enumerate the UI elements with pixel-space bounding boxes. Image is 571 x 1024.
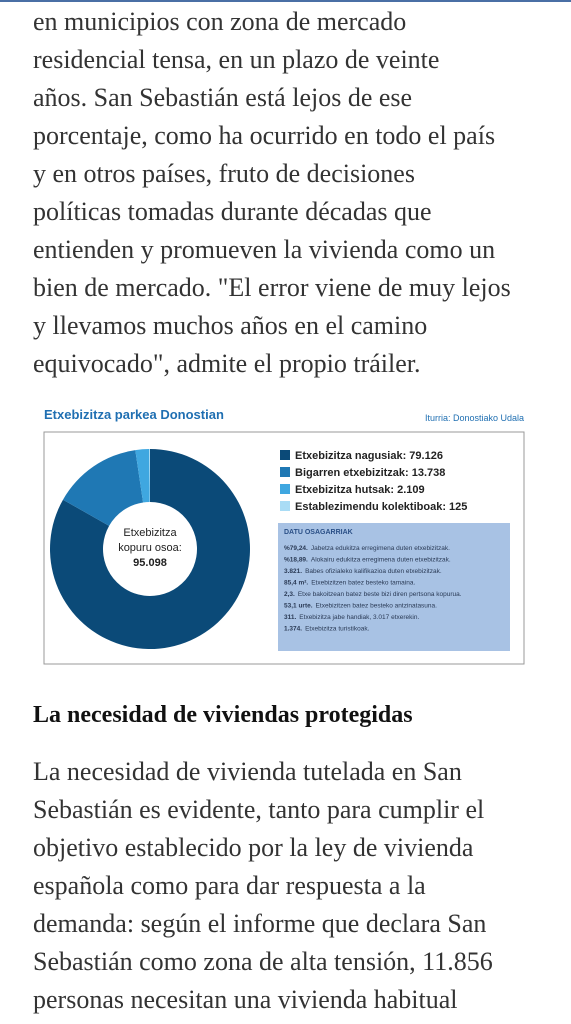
note-figure: 1.374. [284,626,302,633]
note-figure: 3.821. [284,568,302,575]
note-row: 2,3. Etxe bakoitzean batez beste bizi dir… [284,591,462,598]
legend-swatch [280,501,290,511]
note-text: Alokairu edukitza erregimena duten etxeb… [311,557,451,564]
paragraph-line: en municipios con zona de mercado [33,7,406,36]
paragraph-line: Sebastián como zona de alta tensión, 11.… [33,947,493,976]
legend-label: Establezimendu kolektiboak: 125 [295,501,467,513]
center-label: kopuru osoa: [118,542,182,554]
paragraph-line: demanda: según el informe que declara Sa… [33,909,486,938]
section-heading: La necesidad de viviendas protegidas [33,702,413,728]
paragraph-line: bien de mercado. "El error viene de muy … [33,273,511,302]
top-border [0,0,571,2]
paragraph-line: porcentaje, como ha ocurrido en todo el … [33,121,495,150]
paragraph-line: La necesidad de vivienda tutelada en San [33,757,462,786]
note-figure: 53,1 urte. [284,603,313,610]
note-text: Etxebizitzen batez besteko antzinatasuna… [316,603,438,610]
legend-label: Bigarren etxebizitzak: 13.738 [295,467,445,479]
center-label: Etxebizitza [123,527,177,539]
center-label: 95.098 [133,557,167,569]
legend-label: Etxebizitza hutsak: 2.109 [295,484,425,496]
legend-swatch [280,450,290,460]
paragraph-line: y en otros países, fruto de decisiones [33,159,415,188]
note-figure: %79,24. [284,545,308,552]
note-text: Jabetza edukitza erregimena duten etxebi… [311,545,450,552]
donut-segment [62,450,144,526]
note-row: 3.821. Babes ofizialeko kalifikazioa dute… [284,568,442,575]
paragraph-line: y llevamos muchos años en el camino [33,311,427,340]
note-row: 85,4 m². Etxebizitzen batez besteko tamai… [284,580,415,587]
chart-title: Etxebizitza parkea Donostian [44,407,224,422]
paragraph-line: personas necesitan una vivienda habitual [33,985,458,1014]
note-text: Etxebizitzen batez besteko tamaina. [311,580,415,587]
note-row: %79,24. Jabetza edukitza erregimena duten… [284,545,450,552]
notes-box [278,523,510,651]
note-row: 53,1 urte. Etxebizitzen batez besteko ant… [284,603,437,610]
note-text: Etxebizitza jabe handiak, 3.017 etxereki… [299,614,419,621]
paragraph-line: años. San Sebastián está lejos de ese [33,83,412,112]
note-text: Etxe bakoitzean batez beste bizi diren p… [298,591,462,598]
legend-label: Etxebizitza nagusiak: 79.126 [295,450,443,462]
note-figure: 311. [284,614,296,621]
paragraph-line: equivocado", admite el propio tráiler. [33,349,421,378]
legend-swatch [280,484,290,494]
paragraph-line: española como para dar respuesta a la [33,871,426,900]
note-figure: %18,89. [284,557,308,564]
paragraph-line: Sebastián es evidente, tanto para cumpli… [33,795,484,824]
donut-segment [149,449,150,503]
note-figure: 2,3. [284,591,295,598]
paragraph-line: residencial tensa, en un plazo de veinte [33,45,439,74]
note-text: Etxebizitza turistikoak. [305,626,369,633]
paragraph-line: entienden y promueven la vivienda como u… [33,235,495,264]
note-figure: 85,4 m². [284,580,308,587]
note-text: Babes ofizialeko kalifikazioa duten etxe… [305,568,442,575]
notes-title: DATU OSAGARRIAK [284,529,353,536]
donut-segment [49,449,250,649]
note-row: 1.374. Etxebizitza turistikoak. [284,626,370,633]
paragraph-line: objetivo establecido por la ley de vivie… [33,833,474,862]
note-row: %18,89. Alokairu edukitza erregimena dute… [284,557,451,564]
paragraph-line: políticas tomadas durante décadas que [33,197,432,226]
chart-source: Iturria: Donostiako Udala [425,413,524,423]
note-row: 311. Etxebizitza jabe handiak, 3.017 etxe… [284,614,419,621]
donut-segment [135,449,150,503]
legend-swatch [280,467,290,477]
